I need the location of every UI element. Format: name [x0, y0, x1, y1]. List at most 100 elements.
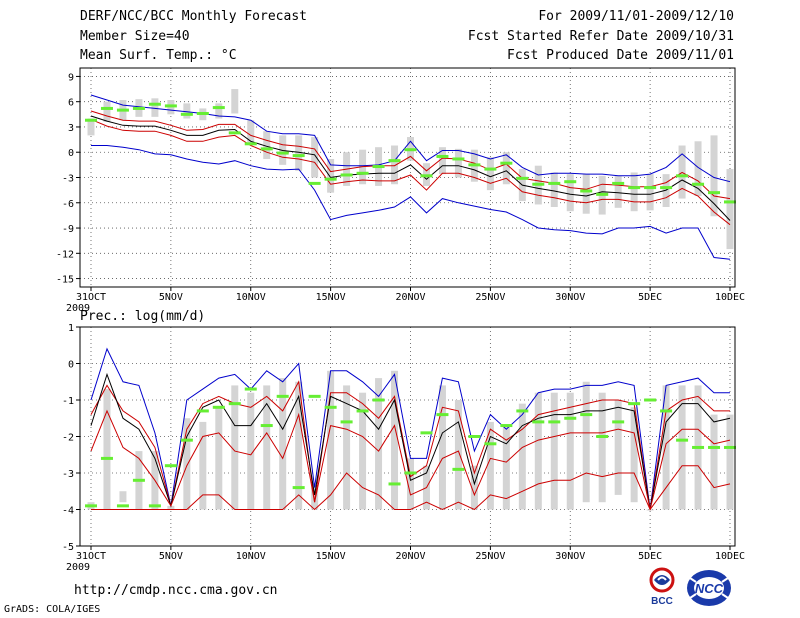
x-tick-label: 15NOV	[316, 292, 346, 303]
spread-bar	[247, 120, 255, 144]
observed-marker	[196, 111, 209, 115]
observed-marker	[612, 420, 625, 424]
x-tick-label: 5DEC	[638, 551, 662, 562]
observed-marker	[724, 200, 736, 204]
member-size: Member Size=40	[80, 29, 190, 44]
y-tick-label: -6	[62, 199, 74, 210]
forecast-period: For 2009/11/01-2009/12/10	[538, 9, 734, 24]
y-tick-label: -9	[62, 224, 74, 235]
series-line-lower	[90, 409, 731, 510]
y-tick-label: 9	[68, 72, 74, 83]
observed-marker	[676, 438, 689, 442]
observed-marker	[372, 398, 385, 402]
x-year-label: 2009	[66, 562, 90, 573]
x-tick-label: 31OCT	[76, 551, 106, 562]
spread-bar	[502, 425, 510, 510]
spread-bar	[343, 385, 351, 510]
observed-marker	[116, 108, 129, 112]
y-tick-label: -3	[62, 174, 74, 185]
observed-marker	[420, 431, 433, 435]
y-tick-label: 0	[68, 360, 74, 371]
observed-marker	[516, 409, 529, 413]
observed-marker	[564, 416, 577, 420]
x-tick-label: 30NOV	[555, 292, 585, 303]
observed-marker	[292, 154, 305, 158]
observed-marker	[228, 402, 241, 406]
fcst-produced-date: Fcst Produced Date 2009/11/01	[507, 48, 734, 63]
observed-marker	[404, 471, 417, 475]
observed-marker	[692, 182, 705, 186]
series-line-upper	[90, 110, 731, 200]
observed-marker	[292, 486, 305, 490]
observed-marker	[548, 181, 561, 185]
spread-bar	[454, 148, 462, 178]
spread-bar	[582, 174, 590, 214]
observed-marker	[580, 189, 593, 193]
series-line-lower	[90, 118, 731, 226]
source-url[interactable]: http://cmdp.ncc.cma.gov.cn	[74, 583, 278, 598]
x-year-label: 2009	[66, 303, 90, 314]
spread-bar	[359, 392, 367, 510]
spread-bar	[550, 392, 558, 510]
observed-marker	[132, 478, 145, 482]
y-tick-label: -4	[62, 506, 74, 517]
spread-bar	[726, 169, 734, 250]
ncc-logo-icon: NCC	[687, 570, 731, 606]
spread-bar	[199, 421, 207, 510]
spread-bar	[550, 172, 558, 207]
spread-bar	[502, 152, 510, 185]
spread-bar	[263, 385, 271, 510]
spread-bar	[151, 98, 159, 117]
x-tick-label: 15NOV	[316, 551, 346, 562]
observed-marker	[724, 445, 736, 449]
y-tick-label: 6	[68, 98, 74, 109]
spread-bar	[486, 421, 494, 510]
y-tick-label: -2	[62, 433, 74, 444]
x-tick-label: 5NOV	[159, 551, 183, 562]
series-line-min	[91, 145, 731, 260]
observed-marker	[85, 504, 97, 508]
spread-bar	[103, 101, 111, 122]
observed-marker	[452, 157, 465, 161]
observed-marker	[436, 413, 449, 417]
x-tick-label: 20NOV	[395, 292, 425, 303]
spread-bar	[662, 385, 670, 510]
y-tick-label: 1	[68, 323, 74, 334]
observed-marker	[212, 405, 225, 409]
observed-marker	[85, 118, 97, 122]
observed-marker	[484, 442, 497, 446]
y-tick-label: -12	[56, 249, 74, 260]
observed-marker	[516, 176, 529, 180]
spread-bar	[566, 174, 574, 212]
spread-bar	[534, 392, 542, 510]
observed-marker	[212, 106, 225, 110]
observed-marker	[660, 186, 673, 190]
spread-bar	[183, 418, 191, 510]
observed-marker	[548, 420, 561, 424]
x-tick-label: 25NOV	[475, 292, 505, 303]
spread-bar	[646, 174, 654, 211]
observed-marker	[164, 104, 177, 108]
variable-label: Mean Surf. Temp.: °C	[80, 48, 237, 63]
spread-bar	[391, 145, 399, 185]
spread-bar	[119, 491, 127, 503]
observed-marker	[676, 174, 689, 178]
chart-title: DERF/NCC/BCC Monthly Forecast	[80, 9, 307, 24]
observed-marker	[452, 467, 465, 471]
observed-marker	[260, 424, 273, 428]
spread-bar	[614, 400, 622, 495]
observed-marker	[324, 177, 337, 181]
spread-bar	[438, 147, 446, 175]
observed-marker	[708, 191, 721, 195]
observed-marker	[708, 445, 721, 449]
spread-bar	[327, 370, 335, 510]
y-tick-label: -3	[62, 469, 74, 480]
observed-marker	[596, 192, 609, 196]
spread-bar	[630, 407, 638, 503]
observed-marker	[596, 435, 609, 438]
spread-bar	[215, 407, 223, 510]
y-tick-label: -15	[56, 275, 74, 286]
x-tick-label: 31OCT	[76, 292, 106, 303]
